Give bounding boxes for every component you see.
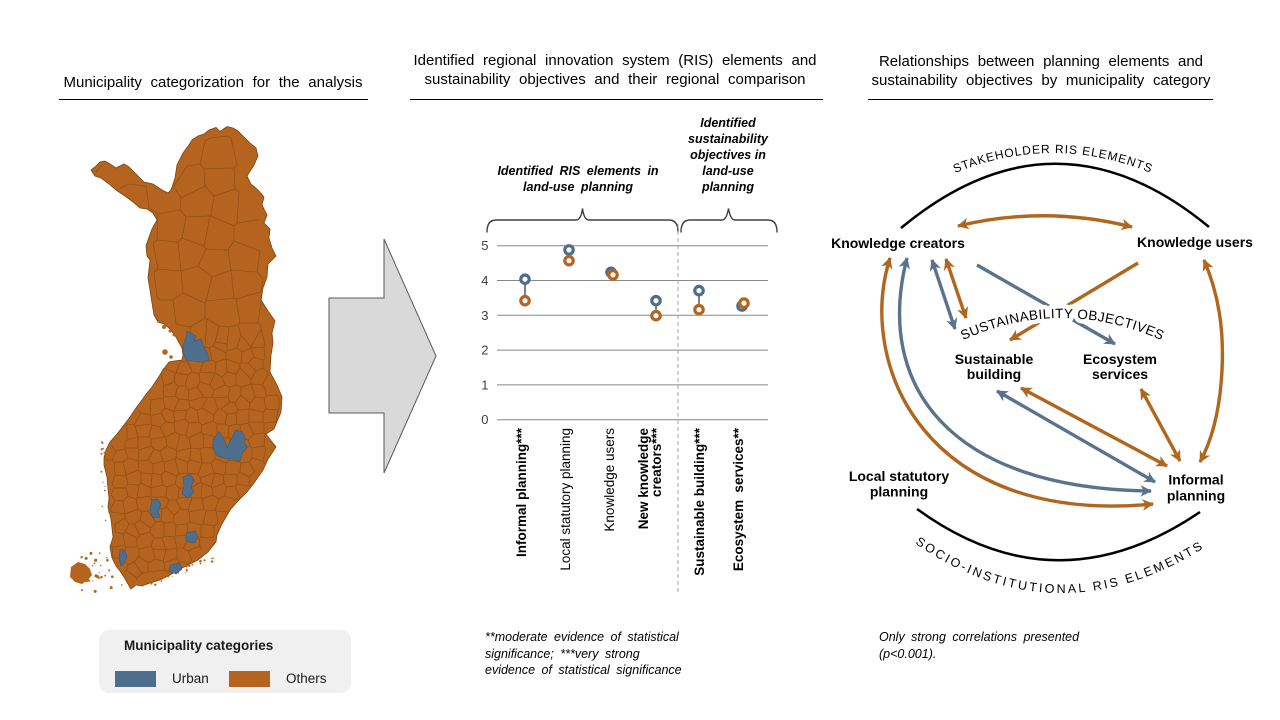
svg-text:SUSTAINABILITY OBJECTIVES: SUSTAINABILITY OBJECTIVES: [958, 306, 1166, 343]
svg-text:0: 0: [481, 412, 488, 427]
svg-text:Sustainable: Sustainable: [955, 351, 1034, 367]
svg-text:services: services: [1092, 366, 1148, 382]
svg-text:planning: planning: [870, 484, 928, 500]
svg-text:Sustainable building***: Sustainable building***: [692, 427, 707, 576]
svg-text:New knowledge: New knowledge: [636, 428, 651, 530]
svg-text:land-use: land-use: [702, 164, 753, 178]
svg-text:Sustainable: Sustainable: [955, 351, 1034, 367]
svg-text:Local statutory: Local statutory: [849, 468, 950, 484]
svg-text:Knowledge users: Knowledge users: [1137, 234, 1253, 250]
svg-text:Local statutory planning: Local statutory planning: [558, 428, 573, 571]
svg-text:Informal planning***: Informal planning***: [514, 427, 529, 557]
svg-text:planning: planning: [701, 180, 754, 194]
svg-text:STAKEHOLDER RIS ELEMENTS: STAKEHOLDER RIS ELEMENTS: [951, 142, 1155, 176]
svg-text:Informal: Informal: [1168, 472, 1223, 488]
svg-text:Knowledge creators: Knowledge creators: [831, 235, 965, 251]
svg-text:planning: planning: [1167, 488, 1225, 504]
svg-text:Identified RIS elements in: Identified RIS elements in: [497, 164, 658, 178]
svg-text:3: 3: [481, 308, 488, 323]
svg-text:SOCIO-INSTITUTIONAL RIS ELEMEN: SOCIO-INSTITUTIONAL RIS ELEMENTS: [913, 534, 1206, 596]
svg-text:creators***: creators***: [649, 427, 664, 497]
svg-text:5: 5: [481, 238, 488, 253]
svg-text:Informal: Informal: [1168, 472, 1223, 488]
svg-text:2: 2: [481, 343, 488, 358]
svg-text:services: services: [1092, 366, 1148, 382]
svg-text:Ecosystem services**: Ecosystem services**: [731, 427, 746, 571]
svg-text:4: 4: [481, 273, 488, 288]
svg-text:Local statutory: Local statutory: [849, 468, 950, 484]
svg-text:planning: planning: [1167, 488, 1225, 504]
svg-text:Knowledge users: Knowledge users: [602, 428, 617, 532]
svg-text:Ecosystem: Ecosystem: [1083, 351, 1157, 367]
svg-text:Knowledge creators: Knowledge creators: [831, 235, 965, 251]
svg-text:Identified: Identified: [700, 116, 756, 130]
svg-text:Knowledge users: Knowledge users: [1137, 234, 1253, 250]
svg-text:building: building: [967, 366, 1021, 382]
svg-text:Ecosystem: Ecosystem: [1083, 351, 1157, 367]
svg-text:1: 1: [481, 377, 488, 392]
svg-text:sustainability: sustainability: [688, 132, 769, 146]
svg-text:land-use planning: land-use planning: [523, 180, 633, 194]
svg-text:building: building: [967, 366, 1021, 382]
svg-text:planning: planning: [870, 484, 928, 500]
svg-text:objectives in: objectives in: [690, 148, 766, 162]
